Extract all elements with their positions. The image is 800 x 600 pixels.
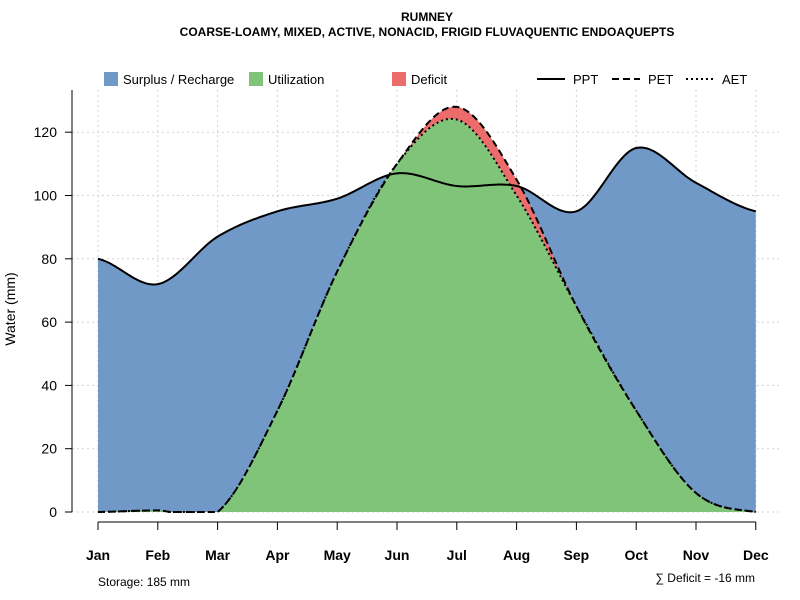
y-tick-label-40: 40: [41, 377, 57, 393]
y-tick-label-0: 0: [49, 504, 57, 520]
legend-swatch-utilization: [249, 72, 263, 86]
y-tick-label-60: 60: [41, 314, 57, 330]
utilization-area: [98, 118, 756, 512]
legend-label-aet: AET: [722, 72, 747, 87]
x-tick-label-jul: Jul: [447, 547, 467, 563]
y-tick-label-120: 120: [34, 124, 58, 140]
y-tick-label-80: 80: [41, 251, 57, 267]
x-tick-label-jan: Jan: [86, 547, 110, 563]
x-tick-label-aug: Aug: [503, 547, 530, 563]
plot-area: 0 20 40 60 80 100 120 Jan Feb Mar Apr May Jun Jul Aug S…: [34, 90, 780, 563]
legend: Surplus / Recharge Utilization Deficit P…: [104, 72, 747, 87]
legend-label-surplus: Surplus / Recharge: [123, 72, 234, 87]
y-tick-label-100: 100: [34, 188, 58, 204]
legend-label-ppt: PPT: [573, 72, 598, 87]
x-tick-label-sep: Sep: [564, 547, 590, 563]
pet-line: [97, 105, 756, 513]
legend-label-pet: PET: [648, 72, 673, 87]
ppt-line: [97, 146, 757, 286]
x-tick-label-may: May: [324, 547, 351, 563]
x-tick-label-jun: Jun: [385, 547, 410, 563]
x-tick-label-feb: Feb: [145, 547, 170, 563]
x-tick-label-mar: Mar: [205, 547, 230, 563]
chart-title: RUMNEY: [401, 10, 453, 24]
x-tick-label-dec: Dec: [743, 547, 769, 563]
legend-swatch-deficit: [392, 72, 406, 86]
y-axis-title: Water (mm): [2, 272, 18, 345]
legend-label-utilization: Utilization: [268, 72, 324, 87]
x-tick-label-nov: Nov: [683, 547, 710, 563]
y-tick-label-20: 20: [41, 441, 57, 457]
x-tick-label-oct: Oct: [625, 547, 649, 563]
chart-subtitle: COARSE-LOAMY, MIXED, ACTIVE, NONACID, FR…: [180, 25, 675, 39]
legend-label-deficit: Deficit: [411, 72, 448, 87]
storage-note: Storage: 185 mm: [98, 575, 190, 589]
deficit-note: ∑ Deficit = -16 mm: [655, 571, 755, 585]
x-tick-label-apr: Apr: [265, 547, 290, 563]
legend-swatch-surplus: [104, 72, 118, 86]
